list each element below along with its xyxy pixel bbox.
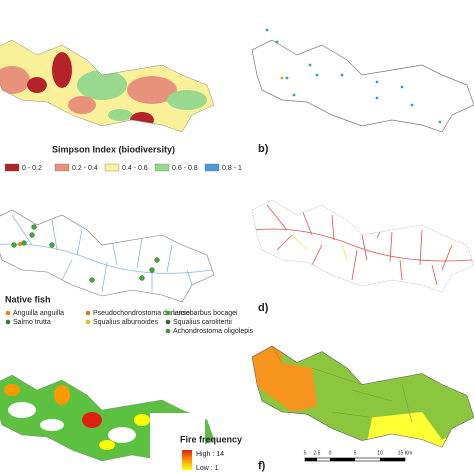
map-a xyxy=(0,39,215,133)
legend-swatch xyxy=(4,163,20,172)
map-d xyxy=(251,199,474,293)
legend-marker xyxy=(165,328,171,334)
legend-marker xyxy=(165,310,171,316)
panel-label: b) xyxy=(258,143,269,155)
scale-label: 5 xyxy=(304,450,307,456)
legend-label: Luciobarbus bocagei xyxy=(173,310,238,317)
legend-label: 0.4 - 0.6 xyxy=(122,165,148,172)
legend-title: Simpson Index (biodiversity) xyxy=(52,144,175,154)
legend-swatch xyxy=(54,163,70,172)
legend-marker xyxy=(85,310,91,316)
legend-label: Squalius alburnoides xyxy=(93,319,158,326)
panel-label: d) xyxy=(258,302,269,314)
legend-label: Anguilla anguilla xyxy=(13,310,64,317)
map-b xyxy=(251,28,474,133)
legend-label: 0.8 - 1 xyxy=(222,165,242,172)
scale-label: 5 xyxy=(354,450,357,456)
legend-swatch xyxy=(204,163,220,172)
color-ramp xyxy=(182,450,192,470)
map-c xyxy=(0,209,215,303)
legend-marker xyxy=(85,319,91,325)
legend-title: Native fish xyxy=(5,294,51,304)
scale-label: 15 Km xyxy=(398,450,412,456)
map-f xyxy=(251,345,474,448)
legend-label: 0.2 - 0.4 xyxy=(72,165,98,172)
scale-label: 2.5 xyxy=(314,450,321,456)
panel-label: f) xyxy=(258,460,266,472)
scale-label: 10 xyxy=(377,450,383,456)
legend-label: Salmo trutta xyxy=(13,319,51,326)
scale-label: 0 xyxy=(329,450,332,456)
legend-marker xyxy=(5,319,11,325)
legend-marker xyxy=(165,319,171,325)
legend-label: Achondrostoma oligolepis xyxy=(173,328,254,335)
scale-bar xyxy=(304,457,406,462)
legend-swatch xyxy=(104,163,120,172)
legend-label: Pseudochondrostoma duriense xyxy=(93,310,190,317)
legend-label: Squalius carolitertii xyxy=(173,319,232,326)
legend-label: 0 - 0.2 xyxy=(22,165,42,172)
legend-title: Fire frequency xyxy=(180,434,242,444)
legend-marker xyxy=(5,310,11,316)
legend-low: Low : 1 xyxy=(196,465,219,472)
legend-swatch xyxy=(154,163,170,172)
legend-box xyxy=(150,413,205,471)
legend-high: High : 14 xyxy=(196,451,224,458)
legend-label: 0.6 - 0.8 xyxy=(172,165,198,172)
